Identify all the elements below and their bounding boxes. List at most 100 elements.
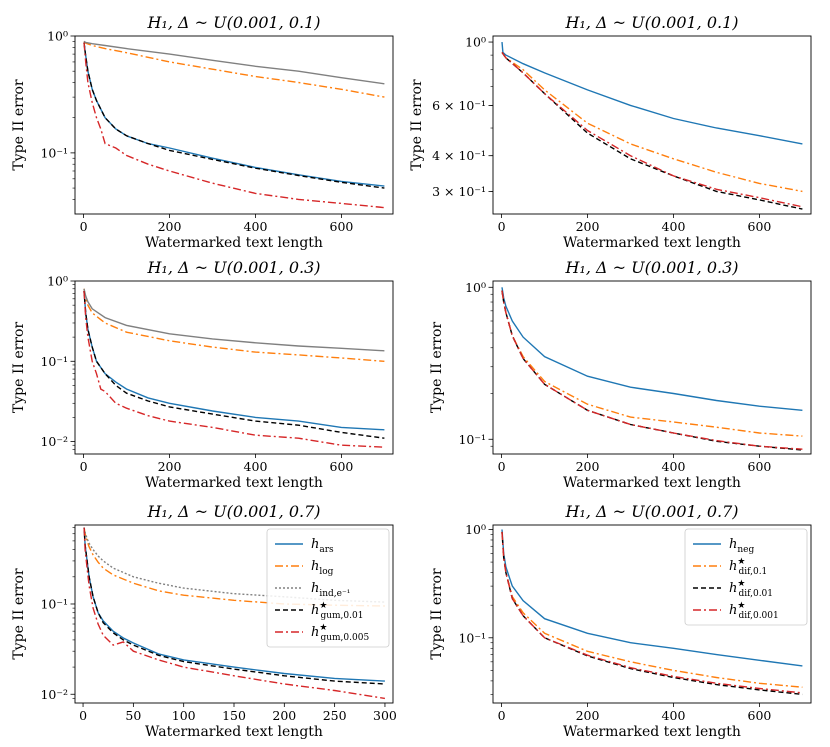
legend-star: ★ — [319, 601, 327, 611]
legend-label: h★ dif,0.001 — [729, 601, 779, 621]
chart-title: H₁, Δ ~ U(0.001, 0.3) — [564, 258, 738, 277]
x-axis-label: Watermarked text length — [563, 724, 741, 740]
legend-label-sub: dif,0.1 — [738, 567, 767, 577]
y-tick-label: 10⁻¹ — [40, 145, 68, 160]
series-line-h-gum-0-005 — [83, 42, 385, 209]
x-tick-label: 100 — [172, 708, 196, 723]
legend-label-sub: dif,0.001 — [738, 611, 778, 621]
legend-label-sub: gum,0.01 — [320, 611, 363, 621]
legend-label-sub: neg — [737, 545, 754, 555]
y-axis-label: Type II error — [11, 568, 27, 660]
y-tick-label: 10⁰ — [465, 35, 486, 50]
x-tick-label: 0 — [498, 459, 506, 474]
series-line-h-dif-0-001 — [501, 290, 803, 450]
x-tick-label: 600 — [330, 459, 354, 474]
series-line-h-dif-0-1 — [501, 51, 803, 193]
legend-label-sub: ind,e⁻¹ — [319, 589, 350, 599]
chart-title: H₁, Δ ~ U(0.001, 0.1) — [564, 13, 738, 32]
legend-label: hars — [311, 537, 334, 555]
y-tick-label: 10⁻² — [40, 687, 68, 702]
y-tick-label: 10⁻¹ — [458, 432, 486, 447]
legend-label-base: h — [729, 603, 737, 618]
legend-label: h★ dif,0.01 — [729, 579, 773, 599]
x-tick-label: 600 — [748, 219, 772, 234]
y-axis-label: Type II error — [11, 79, 27, 171]
x-tick-label: 200 — [158, 459, 182, 474]
legend-label: hind,e⁻¹ — [311, 581, 350, 599]
x-tick-label: 150 — [222, 708, 246, 723]
panel-top-right: H₁, Δ ~ U(0.001, 0.1) 0 200 400 600 10⁰ 6 × 10… — [409, 13, 812, 251]
x-tick-label: 200 — [158, 219, 182, 234]
legend-label-base: h — [311, 603, 319, 618]
series-line-h-dif-0-1 — [501, 290, 803, 437]
series-line-h-ind-e-1 — [83, 288, 385, 352]
x-tick-label: 0 — [498, 219, 506, 234]
x-tick-label: 600 — [330, 219, 354, 234]
y-tick-label: 4 × 10⁻¹ — [432, 148, 486, 163]
x-tick-label: 0 — [80, 459, 88, 474]
x-tick-label: 600 — [748, 708, 772, 723]
series-line-h-dif-0-01 — [501, 531, 803, 696]
legend-label-base: h — [729, 581, 737, 596]
legend-star: ★ — [737, 579, 745, 589]
y-tick-label: 10⁰ — [465, 522, 486, 537]
x-tick-label: 200 — [576, 708, 600, 723]
legend-box — [684, 528, 808, 626]
legend-label-base: h — [729, 559, 737, 574]
chart-title: H₁, Δ ~ U(0.001, 0.3) — [146, 258, 320, 277]
y-tick-label: 10⁻¹ — [40, 596, 68, 611]
y-axis-label: Type II error — [429, 322, 445, 414]
x-tick-label: 600 — [748, 459, 772, 474]
panel-bottom-left: H₁, Δ ~ U(0.001, 0.7) 0 50 100 150 200 250 300 1… — [11, 502, 397, 740]
series-line-h-dif-0-01 — [501, 290, 803, 451]
legend-label-sub: dif,0.01 — [738, 589, 773, 599]
y-tick-label: 3 × 10⁻¹ — [432, 184, 486, 199]
series-line-h-gum-0-01 — [83, 527, 385, 685]
panel-top-left: H₁, Δ ~ U(0.001, 0.1) 0 200 400 600 10⁰ 10⁻¹ Wa… — [11, 13, 394, 251]
legend-star: ★ — [319, 623, 327, 633]
chart-title: H₁, Δ ~ U(0.001, 0.7) — [146, 502, 320, 521]
x-tick-label: 50 — [125, 708, 141, 723]
series-line-h-gum-0-01 — [83, 290, 385, 439]
x-axis-label: Watermarked text length — [145, 235, 323, 251]
y-tick-label: 10⁻¹ — [458, 630, 486, 645]
y-axis-label: Type II error — [409, 79, 425, 171]
series-line-h-gum-0-01 — [83, 42, 385, 189]
axes-frame — [492, 280, 812, 455]
legend-label-sub: gum,0.005 — [320, 633, 369, 643]
x-tick-label: 200 — [576, 459, 600, 474]
x-tick-label: 0 — [79, 708, 87, 723]
y-axis-label: Type II error — [429, 568, 445, 660]
y-tick-label: 10⁰ — [47, 29, 68, 44]
axes-frame — [492, 524, 812, 704]
x-tick-label: 400 — [244, 459, 268, 474]
legend-label-base: h — [311, 537, 319, 552]
x-tick-label: 0 — [80, 219, 88, 234]
x-tick-label: 400 — [662, 219, 686, 234]
series-line-h-dif-0-001 — [501, 51, 803, 208]
y-tick-label: 10⁰ — [465, 280, 486, 295]
panel-middle-right: H₁, Δ ~ U(0.001, 0.3) 0 200 400 600 10⁰ 10⁻¹ Wa… — [429, 258, 812, 491]
axes-frame — [74, 35, 394, 215]
y-tick-label: 10⁰ — [47, 274, 68, 289]
legend-label: h★ dif,0.1 — [729, 557, 767, 577]
legend-label: hneg — [729, 537, 754, 555]
legend-label-base: h — [311, 625, 319, 640]
series-line-h-log — [83, 40, 385, 98]
panel-middle-left: H₁, Δ ~ U(0.001, 0.3) 0 200 400 600 10⁰ 10⁻¹ 10… — [11, 258, 394, 491]
series-line-h-neg — [501, 529, 803, 667]
y-tick-label: 10⁻¹ — [40, 354, 68, 369]
x-tick-label: 400 — [662, 708, 686, 723]
series-line-h-dif-0-01 — [501, 51, 803, 210]
x-axis-label: Watermarked text length — [145, 475, 323, 491]
legend-label: h★ gum,0.005 — [311, 623, 369, 643]
x-tick-label: 250 — [323, 708, 347, 723]
y-tick-label: 6 × 10⁻¹ — [432, 98, 486, 113]
legend-label-sub: ars — [319, 545, 334, 555]
legend-label-base: h — [311, 581, 319, 596]
legend-star: ★ — [737, 601, 745, 611]
y-axis-label: Type II error — [11, 322, 27, 414]
